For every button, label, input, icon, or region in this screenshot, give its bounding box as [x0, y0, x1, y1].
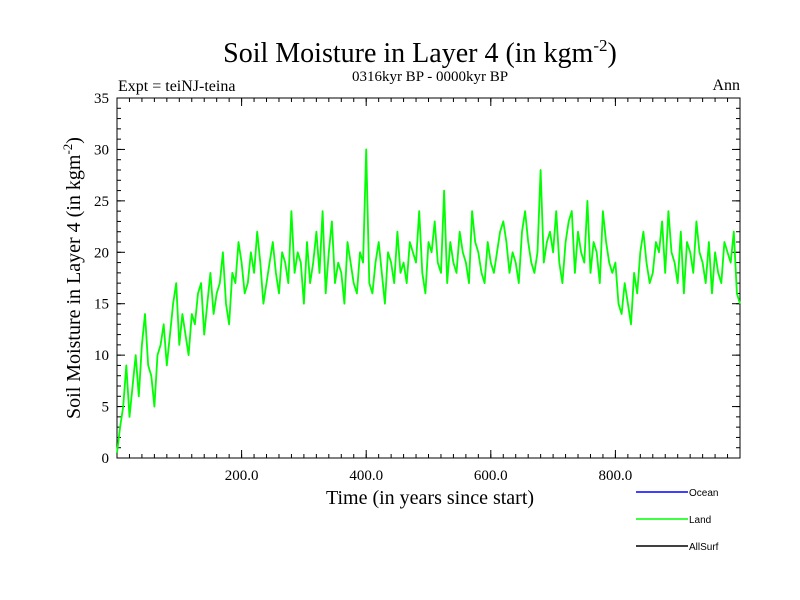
- y-tick-label: 5: [102, 400, 110, 416]
- x-tick-label: 400.0: [349, 468, 383, 484]
- y-tick-label: 20: [94, 245, 109, 261]
- y-tick-label: 30: [94, 142, 109, 158]
- series-line-land: [116, 148, 741, 454]
- legend-label-ocean: Ocean: [689, 488, 718, 499]
- y-axis: 0 5 10 15 20 25 30 35: [94, 91, 740, 467]
- x-axis-label: Time (in years since start): [326, 487, 534, 509]
- y-tick-label: 0: [102, 451, 110, 467]
- x-tick-label: 200.0: [225, 468, 259, 484]
- y-tick-label: 25: [94, 194, 109, 210]
- y-tick-label: 10: [94, 348, 109, 364]
- season-label: Ann: [712, 77, 740, 94]
- y-tick-label: 15: [94, 297, 109, 313]
- chart-title: Soil Moisture in Layer 4 (in kgm-2): [223, 36, 617, 69]
- experiment-label: Expt = teiNJ-teina: [118, 78, 235, 95]
- x-axis: 200.0 400.0 600.0 800.0: [225, 98, 633, 484]
- legend: Ocean Land AllSurf: [636, 488, 719, 553]
- y-tick-label: 35: [94, 91, 109, 107]
- y-axis-label: Soil Moisture in Layer 4 (in kgm-2): [60, 137, 85, 419]
- legend-label-allsurf: AllSurf: [689, 542, 719, 553]
- x-tick-label: 600.0: [474, 468, 508, 484]
- chart-subtitle: 0316kyr BP - 0000kyr BP: [352, 69, 508, 85]
- legend-label-land: Land: [689, 515, 711, 526]
- x-tick-label: 800.0: [599, 468, 633, 484]
